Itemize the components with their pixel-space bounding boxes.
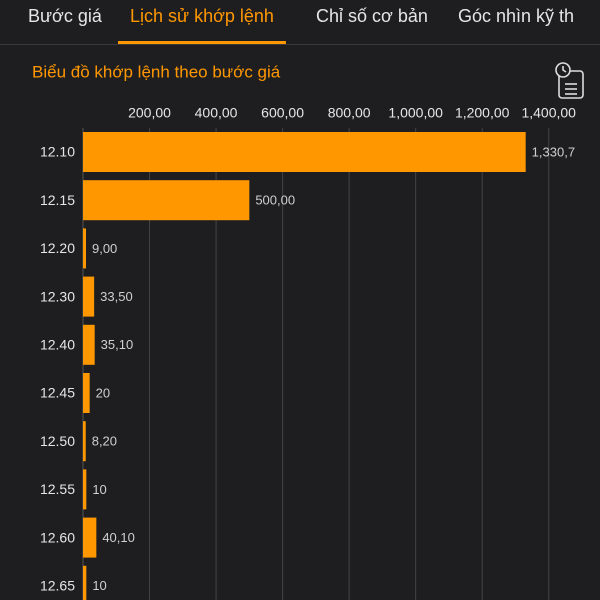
y-tick-label: 12.10 — [40, 144, 75, 160]
history-icon — [555, 62, 584, 99]
value-label: 500,00 — [255, 193, 295, 208]
value-label: 40,10 — [102, 530, 135, 545]
y-tick-label: 12.50 — [40, 433, 75, 449]
y-tick-label: 12.60 — [40, 529, 75, 545]
bar — [83, 228, 86, 269]
value-label: 10 — [92, 578, 106, 593]
value-label: 33,50 — [100, 289, 133, 304]
y-tick-label: 12.40 — [40, 337, 75, 353]
value-label: 20 — [96, 385, 110, 400]
y-tick-label: 12.30 — [40, 288, 75, 304]
value-label: 9,00 — [92, 241, 117, 256]
y-tick-label: 12.55 — [40, 481, 75, 497]
value-label: 1,330,7 — [532, 144, 575, 159]
chart-title: Biểu đồ khớp lệnh theo bước giá — [32, 62, 281, 81]
bar — [83, 517, 97, 558]
tab[interactable]: Lịch sử khớp lệnh — [130, 6, 274, 26]
tab-underline — [118, 41, 286, 44]
value-label: 10 — [92, 482, 106, 497]
bar — [83, 276, 95, 317]
x-tick-label: 400,00 — [195, 105, 238, 121]
bar — [83, 565, 87, 600]
bar — [83, 324, 95, 365]
bar — [83, 180, 250, 221]
value-label: 35,10 — [101, 337, 134, 352]
y-tick-label: 12.65 — [40, 578, 75, 594]
y-tick-label: 12.20 — [40, 240, 75, 256]
tab[interactable]: Góc nhìn kỹ th — [458, 6, 574, 26]
tab[interactable]: Chỉ số cơ bản — [316, 6, 428, 26]
y-tick-label: 12.15 — [40, 192, 75, 208]
value-label: 8,20 — [92, 434, 117, 449]
x-tick-label: 1,200,00 — [455, 105, 510, 121]
bar — [83, 373, 90, 413]
x-tick-label: 1,400,00 — [521, 105, 576, 121]
x-tick-label: 600,00 — [261, 105, 304, 121]
y-tick-label: 12.45 — [40, 385, 75, 401]
bar — [83, 132, 526, 172]
bar — [83, 421, 86, 462]
tab[interactable]: Bước giá — [28, 6, 103, 26]
x-tick-label: 800,00 — [328, 105, 371, 121]
x-tick-label: 1,000,00 — [388, 105, 443, 121]
x-tick-label: 200,00 — [128, 105, 171, 121]
bar — [83, 469, 87, 510]
